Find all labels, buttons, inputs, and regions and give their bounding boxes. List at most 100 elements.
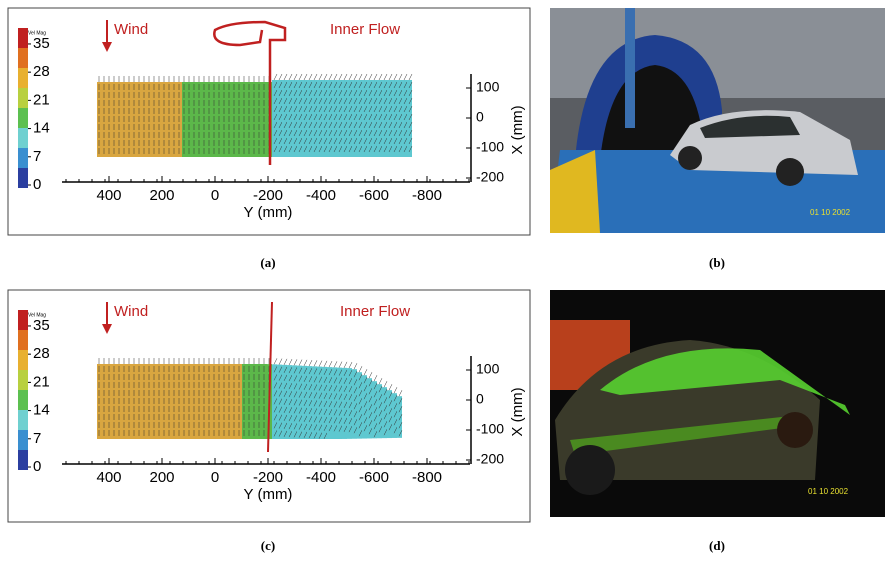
vector xyxy=(348,409,353,417)
vector xyxy=(288,113,293,121)
vector xyxy=(273,398,278,405)
vector xyxy=(328,400,333,408)
colorbar-segment xyxy=(18,350,28,370)
vector xyxy=(318,145,323,153)
vector-field xyxy=(152,364,157,439)
vector xyxy=(283,105,288,113)
wind-arrowhead xyxy=(102,324,112,334)
vector xyxy=(353,73,358,81)
vector xyxy=(353,81,358,89)
vector xyxy=(348,361,353,369)
vector xyxy=(358,390,363,397)
vector xyxy=(338,89,343,97)
vector xyxy=(293,383,298,390)
x-tick-label: 0 xyxy=(476,391,484,407)
vector xyxy=(318,400,323,407)
vector xyxy=(373,129,378,137)
colorbar-segment xyxy=(18,370,28,390)
vector-field xyxy=(327,367,332,439)
vector xyxy=(398,81,403,89)
vector xyxy=(388,400,393,407)
colorbar-segment xyxy=(18,28,28,48)
vector xyxy=(388,424,393,431)
vector xyxy=(343,417,348,424)
y-tick-label: -600 xyxy=(359,469,389,486)
vector xyxy=(398,113,403,121)
vector xyxy=(388,121,393,129)
vector xyxy=(273,113,278,121)
vector xyxy=(353,89,358,97)
vector xyxy=(393,395,398,402)
vector xyxy=(373,113,378,121)
vector xyxy=(338,369,343,376)
vector xyxy=(313,368,318,375)
vector xyxy=(378,426,383,433)
colorbar-segment xyxy=(18,310,28,330)
vector-field xyxy=(202,364,207,439)
vector xyxy=(318,89,323,97)
vector xyxy=(288,374,293,382)
vector xyxy=(318,392,323,399)
vector-field xyxy=(317,366,322,439)
laser-sheet xyxy=(600,348,850,415)
timestamp: 01 10 2002 xyxy=(808,487,849,496)
vector xyxy=(308,81,313,89)
vector xyxy=(278,121,283,129)
vector xyxy=(283,414,288,421)
vector xyxy=(323,129,328,137)
vector xyxy=(303,81,308,89)
vector xyxy=(333,401,338,408)
vector xyxy=(303,391,308,398)
vector-field xyxy=(197,364,202,439)
vector xyxy=(288,414,293,422)
vector xyxy=(343,129,348,137)
vector-field xyxy=(352,369,357,439)
vector xyxy=(288,121,293,129)
vector xyxy=(373,407,378,414)
vector xyxy=(398,406,403,413)
vector xyxy=(378,145,383,153)
vector xyxy=(273,97,278,105)
vector xyxy=(278,430,283,437)
vector-field xyxy=(287,365,292,439)
vector xyxy=(388,408,393,415)
vector xyxy=(333,129,338,137)
vector xyxy=(318,360,323,367)
wheel xyxy=(565,445,615,495)
colorbar-title: Vel Mag xyxy=(28,30,46,36)
vector xyxy=(283,398,288,405)
vector xyxy=(358,121,363,129)
vector xyxy=(388,392,393,399)
vector xyxy=(333,385,338,392)
vector xyxy=(283,113,288,121)
vector xyxy=(393,81,398,89)
x-tick-label: -200 xyxy=(476,451,504,467)
vector xyxy=(408,113,413,121)
vector xyxy=(408,121,413,129)
colorbar-segment xyxy=(18,168,28,188)
vector xyxy=(303,383,308,390)
wind-label: Wind xyxy=(114,21,148,38)
vector xyxy=(283,129,288,137)
vector xyxy=(288,89,293,97)
vector-field xyxy=(227,82,232,157)
vector xyxy=(303,73,308,81)
vector xyxy=(403,81,408,89)
vector xyxy=(393,121,398,129)
vector xyxy=(283,374,288,381)
vector xyxy=(368,105,373,113)
vector xyxy=(318,113,323,121)
vector-field xyxy=(182,82,187,157)
vector xyxy=(293,415,298,422)
vector-field xyxy=(247,364,252,439)
photo: 01 10 2002 xyxy=(550,8,885,233)
vector xyxy=(388,137,393,145)
vector xyxy=(358,366,363,373)
vector xyxy=(273,89,278,97)
vector xyxy=(298,431,303,438)
vector xyxy=(358,406,363,413)
vector-field xyxy=(292,365,297,439)
vector xyxy=(408,137,413,145)
vector xyxy=(308,73,313,81)
vector xyxy=(333,393,338,400)
